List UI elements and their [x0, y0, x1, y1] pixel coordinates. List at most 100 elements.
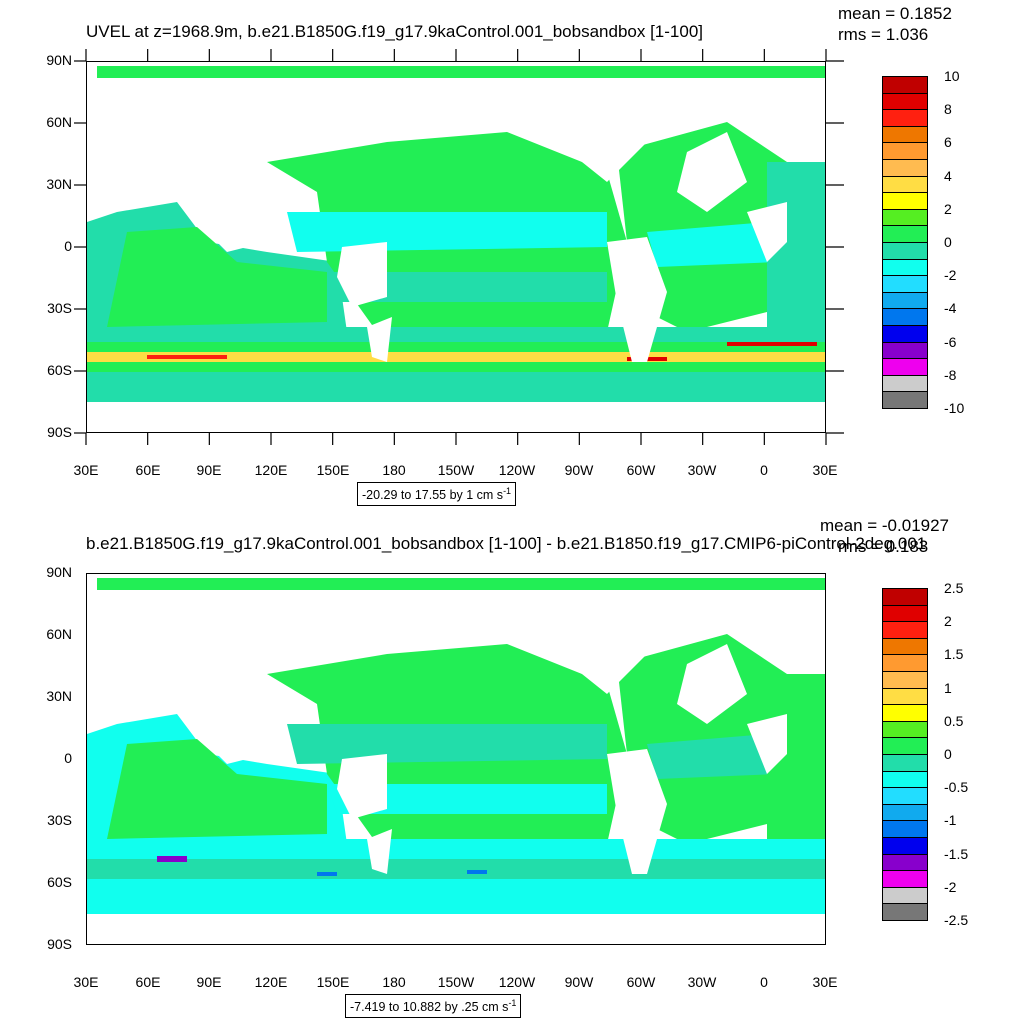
top-colorbar-label: -8 [944, 366, 957, 383]
lon-label-120w: 120W [498, 462, 536, 478]
lon-label-30w: 30W [687, 974, 717, 990]
top-colorbar-swatch [882, 342, 928, 360]
lat-label-90s: 90S [47, 424, 72, 440]
lat-label-30s: 30S [47, 300, 72, 316]
top-panel: UVEL at z=1968.9m, b.e21.B1850G.f19_g17.… [46, 4, 965, 507]
lon-label-150e: 150E [316, 462, 350, 478]
lat-label-60s: 60S [47, 874, 72, 890]
lon-label-120w: 120W [498, 974, 536, 990]
top-colorbar-label: 2 [944, 200, 952, 217]
lon-label-30e: 30E [73, 462, 99, 478]
bottom-colorbar-swatch [882, 754, 928, 772]
lat-label-30s: 30S [47, 812, 72, 828]
top-map-field [87, 62, 825, 432]
lat-label-90n: 90N [46, 564, 72, 580]
lon-label-30e: 30E [73, 974, 99, 990]
lon-label-60w: 60W [626, 974, 656, 990]
lat-label-eq: 0 [64, 238, 72, 254]
bottom-colorbar-swatch [882, 871, 928, 888]
lon-label-120e: 120E [254, 462, 288, 478]
lon-label-30e-right: 30E [812, 974, 838, 990]
lon-label-90w: 90W [564, 974, 594, 990]
bottom-range-text: -7.419 to 10.882 by .25 cm s [350, 1000, 509, 1015]
top-colorbar-swatch [882, 143, 928, 160]
lon-label-90e: 90E [196, 974, 222, 990]
top-colorbar-swatch [882, 93, 928, 111]
lon-label-0: 0 [760, 462, 768, 478]
top-colorbar-label: 10 [944, 68, 960, 84]
top-colorbar-swatch [882, 276, 928, 293]
top-colorbar-swatch [882, 309, 928, 326]
top-colorbar-swatch [882, 259, 928, 277]
bottom-colorbar-swatch [882, 605, 928, 623]
bottom-colorbar-label: -2 [944, 878, 957, 895]
top-colorbar-label: -2 [944, 267, 957, 284]
bottom-map-plot [86, 573, 826, 945]
top-colorbar-swatch [882, 209, 928, 227]
bottom-mean: mean = -0.01927 [820, 516, 950, 535]
top-colorbar-label: -6 [944, 333, 957, 350]
lon-label-90e: 90E [196, 462, 222, 478]
top-colorbar-swatch [882, 176, 928, 194]
top-colorbar-label: 8 [944, 101, 952, 118]
lon-label-150w: 150W [437, 462, 475, 478]
top-title: UVEL at z=1968.9m, b.e21.B1850G.f19_g17.… [86, 22, 704, 41]
lon-label-180: 180 [382, 462, 406, 478]
bottom-colorbar-swatch [882, 771, 928, 789]
top-range-box: -20.29 to 17.55 by 1 cm s-1 [357, 482, 517, 507]
bottom-map-field [87, 574, 825, 944]
bottom-colorbar-swatch [882, 821, 928, 838]
bottom-colorbar-swatch [882, 721, 928, 739]
bottom-colorbar-swatch [882, 622, 928, 639]
top-colorbar-label: -10 [944, 400, 965, 416]
bottom-colorbar-swatch [882, 655, 928, 672]
bottom-colorbar-swatch [882, 671, 928, 689]
top-colorbar-swatch [882, 292, 928, 310]
lon-label-150e: 150E [316, 974, 350, 990]
top-colorbar-swatch [882, 193, 928, 210]
bottom-colorbar-swatch [882, 588, 928, 606]
top-range-text: -20.29 to 17.55 by 1 cm s [362, 488, 504, 503]
top-colorbar-label: -4 [944, 300, 957, 317]
top-colorbar-swatch [882, 392, 928, 409]
top-rms: rms = 1.036 [838, 25, 929, 44]
top-colorbar-swatch [882, 242, 928, 260]
top-colorbar-label: 6 [944, 134, 952, 151]
bottom-colorbar-swatch [882, 738, 928, 755]
lon-label-180: 180 [382, 974, 406, 990]
bottom-colorbar-swatch [882, 854, 928, 872]
bottom-colorbar-swatch [882, 837, 928, 855]
bottom-colorbar-swatch [882, 638, 928, 656]
lat-label-60s: 60S [47, 362, 72, 378]
lat-label-eq: 0 [64, 750, 72, 766]
bottom-colorbar-label: 1.5 [944, 646, 964, 663]
bottom-colorbar-label: -0.5 [944, 779, 969, 796]
lat-label-60n: 60N [46, 626, 72, 642]
bottom-colorbar-swatch [882, 705, 928, 722]
bottom-range-box: -7.419 to 10.882 by .25 cm s-1 [345, 994, 522, 1019]
bottom-title: b.e21.B1850G.f19_g17.9kaControl.001_bobs… [86, 534, 927, 553]
top-colorbar-swatch [882, 76, 928, 94]
top-colorbar-swatch [882, 126, 928, 144]
top-colorbar-swatch [882, 110, 928, 127]
bottom-colorbar-label: 1 [944, 679, 952, 696]
top-colorbar-label: 0 [944, 234, 952, 250]
bottom-colorbar-label: -1 [944, 812, 957, 829]
lat-label-90n: 90N [46, 52, 72, 68]
lon-label-0: 0 [760, 974, 768, 990]
lon-label-60w: 60W [626, 462, 656, 478]
top-range-exp: -1 [503, 486, 512, 496]
bottom-colorbar-swatch [882, 788, 928, 805]
top-colorbar-swatch [882, 226, 928, 243]
lon-label-150w: 150W [437, 974, 475, 990]
lat-label-30n: 30N [46, 688, 72, 704]
bottom-colorbar-swatch [882, 804, 928, 822]
lon-label-120e: 120E [254, 974, 288, 990]
bottom-colorbar-label: -2.5 [944, 912, 969, 928]
top-colorbar-label: 4 [944, 167, 952, 184]
bottom-colorbar-label: 2.5 [944, 580, 964, 596]
lat-label-30n: 30N [46, 176, 72, 192]
top-mean: mean = 0.1852 [838, 4, 952, 23]
bottom-colorbar-label: 2 [944, 613, 952, 630]
top-colorbar [882, 76, 928, 409]
